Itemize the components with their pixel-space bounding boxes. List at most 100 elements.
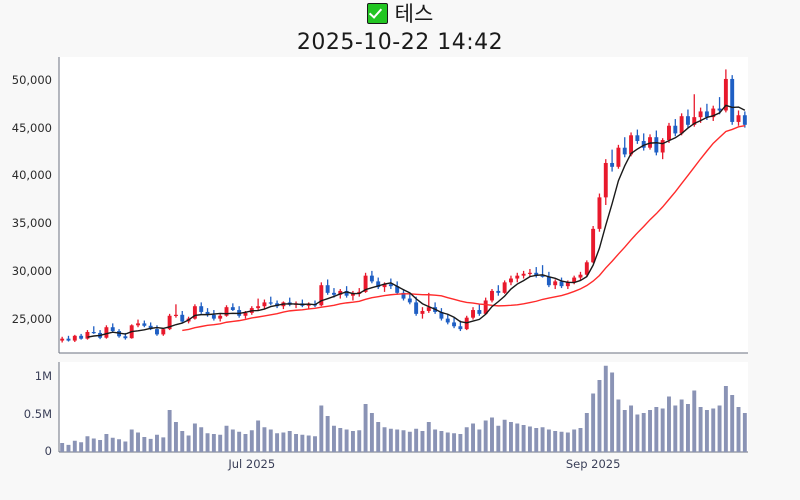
candle-body [546, 276, 551, 286]
volume-bar [515, 423, 520, 452]
candle-body [192, 306, 197, 319]
volume-bar [319, 405, 324, 452]
candle-body [325, 285, 330, 293]
candle-body [211, 314, 216, 319]
volume-bar [230, 429, 235, 452]
candle-body [407, 298, 412, 303]
candle-body [635, 135, 640, 142]
volume-bar [369, 413, 374, 452]
candle-body [527, 272, 532, 274]
candle-body [66, 338, 71, 341]
volume-bar [502, 419, 507, 452]
volume-bar [553, 431, 558, 452]
candle-body [654, 137, 659, 153]
volume-bar [629, 405, 634, 452]
candle-body [572, 277, 577, 283]
candle-body [180, 314, 185, 322]
candle-body [477, 310, 482, 314]
candle-body [742, 115, 747, 125]
green-check-icon [366, 3, 388, 24]
volume-bar [477, 429, 482, 452]
volume-bar [338, 428, 343, 452]
volume-bar [521, 425, 526, 452]
volume-bar [199, 427, 204, 452]
volume-bar [249, 430, 254, 452]
volume-bar [205, 433, 210, 452]
candle-body [711, 108, 716, 118]
candle-body [584, 262, 589, 275]
volume-bar [452, 433, 457, 452]
candle-body [382, 284, 387, 288]
volume-bar [559, 431, 564, 452]
volume-bar [673, 405, 678, 452]
candle-body [439, 311, 444, 319]
volume-bar [723, 386, 728, 452]
candle-body [704, 111, 709, 118]
volume-bar [211, 434, 216, 452]
volume-bar [471, 423, 475, 452]
candle-body [610, 162, 615, 167]
candle-body [376, 281, 381, 288]
candle-body [256, 306, 261, 309]
volume-bar [243, 434, 248, 452]
volume-bar [584, 413, 589, 452]
volume-bar [275, 433, 280, 452]
volume-bar [91, 438, 96, 452]
volume-bar [306, 435, 311, 452]
volume-bar [237, 431, 242, 452]
candle-body [490, 290, 494, 301]
volume-bar [401, 430, 406, 452]
candle-body [723, 78, 728, 111]
volume-bar [730, 395, 735, 452]
chart-timestamp: 2025-10-22 14:42 [296, 30, 504, 55]
volume-bar [660, 408, 665, 452]
candle-body [515, 275, 520, 279]
candle-body [363, 275, 368, 292]
volume-bar [565, 432, 570, 452]
candle-body [85, 331, 90, 339]
candle-body [559, 281, 564, 287]
candle-body [641, 141, 646, 148]
candle-body [262, 302, 267, 307]
volume-bar [129, 429, 134, 452]
candle-body [685, 116, 690, 125]
volume-bar [161, 437, 166, 452]
volume-bar [98, 440, 103, 452]
candle-body [344, 290, 349, 296]
candle-body [616, 147, 621, 167]
volume-bar [287, 431, 292, 452]
candle-body [534, 272, 539, 276]
volume-bar [572, 429, 577, 452]
volume-bar [142, 437, 147, 452]
volume-bar [167, 410, 172, 452]
volume-bar [148, 438, 153, 452]
volume-bar [180, 431, 185, 452]
price-panel-bg [59, 57, 748, 353]
candle-body [660, 140, 665, 153]
volume-bar [483, 420, 488, 452]
candle-body [521, 273, 526, 276]
candle-body [698, 111, 703, 118]
price-y-tick: 25,000 [11, 311, 52, 326]
candle-body [736, 115, 741, 122]
candle-body [426, 307, 431, 311]
volume-bar [717, 405, 722, 452]
candle-body [173, 314, 178, 317]
volume-bar [407, 431, 412, 452]
candle-body [591, 228, 596, 263]
price-y-tick: 35,000 [11, 216, 52, 231]
candle-body [123, 336, 128, 339]
volume-bar [578, 428, 583, 452]
volume-bar [641, 413, 646, 452]
volume-y-tick: 0.5M [23, 406, 52, 421]
volume-bar [313, 436, 317, 452]
candle-body [420, 310, 425, 314]
volume-bar [79, 442, 84, 452]
candle-body [471, 310, 475, 318]
candle-body [540, 275, 545, 277]
candle-body [667, 125, 671, 141]
volume-bar [192, 423, 197, 452]
candle-body [603, 162, 608, 198]
